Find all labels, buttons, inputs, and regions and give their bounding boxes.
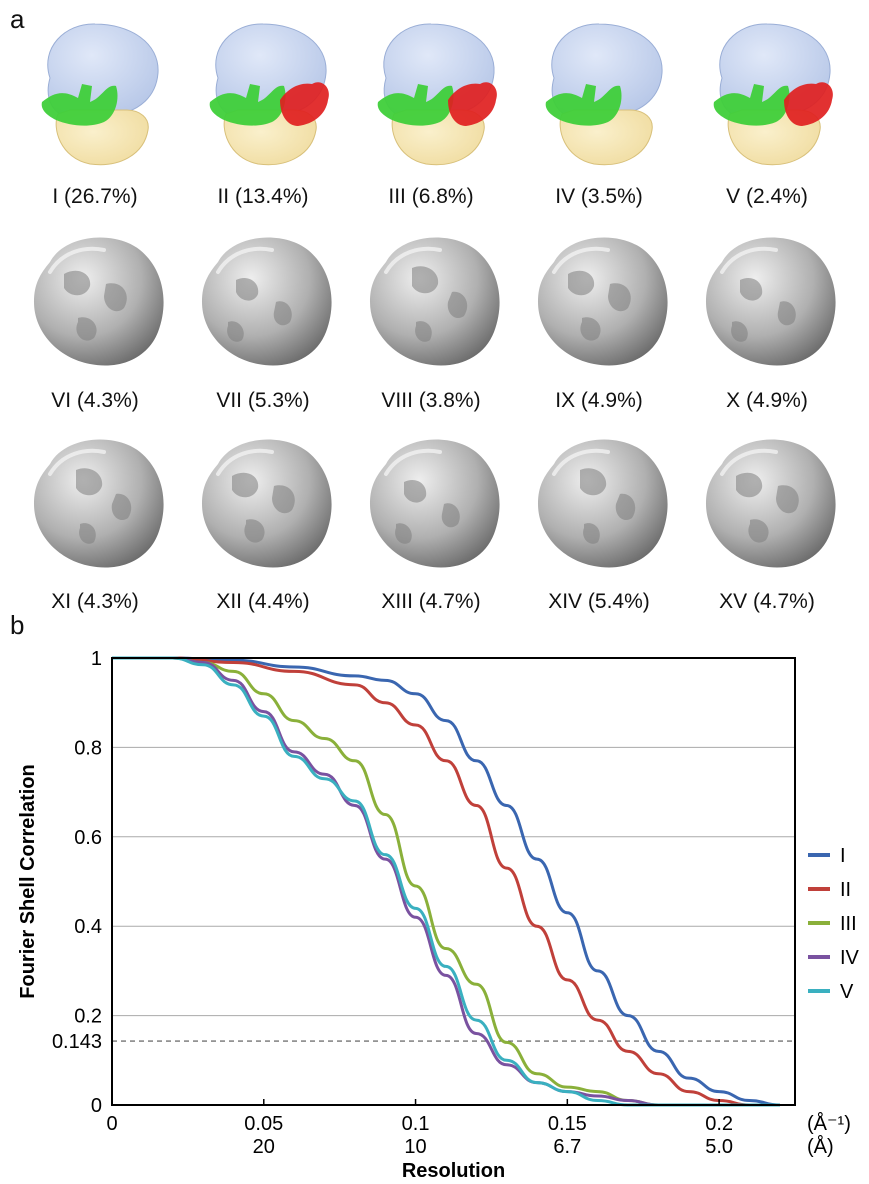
- class-map-15: [692, 424, 842, 574]
- gridlines: [112, 746, 795, 1017]
- class-map-14: [524, 424, 674, 574]
- x-tick-1: 0.05: [244, 1113, 283, 1135]
- x-tick-3: 0.15: [548, 1113, 587, 1135]
- class-label-14: XIV (5.4%): [548, 590, 650, 613]
- class-label-7: VII (5.3%): [216, 389, 310, 412]
- class-label-6: VI (4.3%): [51, 389, 139, 412]
- class-map-10: [692, 222, 842, 372]
- x-tick-0: 0: [106, 1113, 117, 1135]
- y-axis-title: Fourier Shell Correlation: [17, 764, 39, 998]
- plot-frame: [111, 657, 796, 1106]
- legend-label-II: II: [840, 879, 851, 901]
- class-map-13: [356, 424, 506, 574]
- class-map-3: [356, 18, 506, 168]
- series-line-III: [112, 656, 780, 1107]
- legend-label-I: I: [840, 845, 846, 867]
- x-tick-angstrom-1: 20: [253, 1136, 275, 1158]
- y-tick-1: 0.2: [74, 1006, 102, 1028]
- class-map-1: [20, 18, 170, 168]
- class-label-10: X (4.9%): [726, 389, 808, 412]
- class-map-8: [356, 222, 506, 372]
- series-line-II: [112, 656, 780, 1107]
- class-label-1: I (26.7%): [52, 185, 138, 208]
- panel-a-letter: a: [10, 4, 25, 34]
- class-map-7: [188, 222, 338, 372]
- class-label-2: II (13.4%): [217, 185, 309, 208]
- y-tick-0: 0: [91, 1095, 102, 1117]
- legend-label-V: V: [840, 981, 854, 1003]
- class-map-5: [692, 18, 842, 168]
- x-unit-label-inverse-angstrom: (Å⁻¹): [807, 1112, 851, 1135]
- legend-label-IV: IV: [840, 947, 860, 969]
- class-label-12: XII (4.4%): [216, 590, 310, 613]
- class-label-13: XIII (4.7%): [381, 590, 481, 613]
- y-tick-labels: 0 0.2 0.4 0.6 0.8 1: [74, 648, 102, 1117]
- class-label-8: VIII (3.8%): [381, 389, 481, 412]
- threshold-label: 0.143: [52, 1031, 102, 1053]
- y-tick-5: 1: [91, 648, 102, 670]
- class-map-11: [20, 424, 170, 574]
- class-map-9: [524, 222, 674, 372]
- class-map-2: [188, 18, 338, 168]
- class-label-4: IV (3.5%): [555, 185, 643, 208]
- x-tick-angstrom-3: 6.7: [553, 1136, 581, 1158]
- y-tick-2: 0.4: [74, 916, 102, 938]
- x-tick-4: 0.2: [705, 1113, 733, 1135]
- series-lines: [112, 656, 780, 1107]
- class-label-11: XI (4.3%): [51, 590, 139, 613]
- y-tick-4: 0.8: [74, 737, 102, 759]
- x-tick-angstrom-2: 10: [404, 1136, 426, 1158]
- series-line-I: [112, 656, 780, 1107]
- legend-label-III: III: [840, 913, 857, 935]
- x-axis-title: Resolution: [402, 1160, 505, 1182]
- class-label-5: V (2.4%): [726, 185, 808, 208]
- class-label-3: III (6.8%): [388, 185, 474, 208]
- class-label-9: IX (4.9%): [555, 389, 643, 412]
- panel-b-letter: b: [10, 610, 25, 640]
- series-line-IV: [112, 656, 780, 1107]
- class-label-15: XV (4.7%): [719, 590, 815, 613]
- x-unit-label-angstrom: (Å): [807, 1135, 834, 1158]
- y-tick-3: 0.6: [74, 827, 102, 849]
- x-tick-angstrom-4: 5.0: [705, 1136, 733, 1158]
- x-tick-2: 0.1: [402, 1113, 430, 1135]
- class-map-4: [524, 18, 674, 168]
- series-line-V: [112, 656, 780, 1107]
- class-map-12: [188, 424, 338, 574]
- class-map-6: [20, 222, 170, 372]
